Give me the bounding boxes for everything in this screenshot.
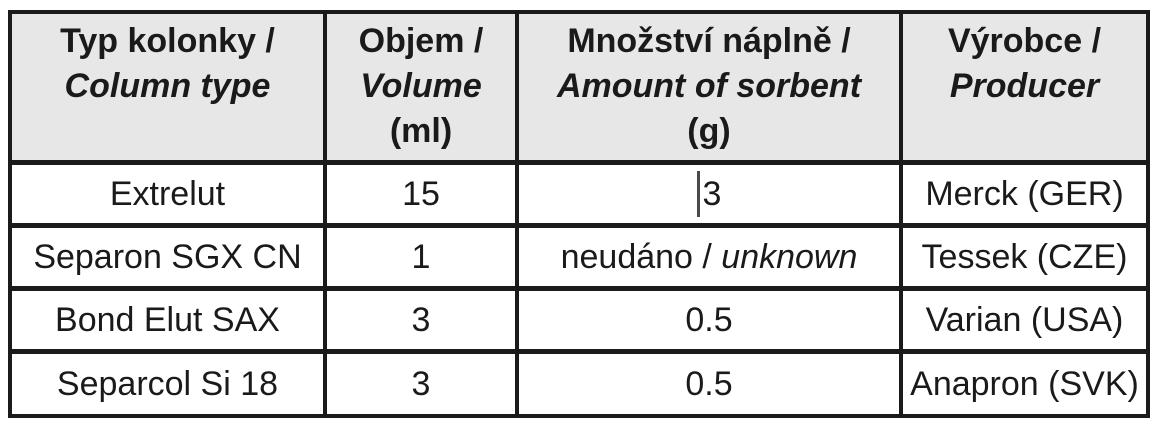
amount-value: 0.5 (685, 300, 733, 339)
header-english-label: Amount of sorbent (556, 67, 862, 105)
column-type-value: Separcol Si 18 (56, 364, 279, 403)
table-row: Separon SGX CN 1 neudáno / unknown Tesse… (12, 228, 1146, 291)
producer-value: Varian (USA) (925, 300, 1124, 339)
cell-producer: Tessek (CZE) (903, 228, 1146, 286)
volume-value: 3 (411, 300, 431, 339)
producer-value: Anapron (SVK) (910, 364, 1139, 403)
cell-amount: 0.5 (519, 354, 903, 414)
header-czech-label: Objem / (358, 22, 484, 60)
table-header-row: Typ kolonky / Column type Objem / Volume… (12, 14, 1146, 165)
cell-producer: Anapron (SVK) (903, 354, 1146, 414)
header-english-label: Column type (64, 67, 271, 105)
header-column-type: Typ kolonky / Column type (12, 14, 327, 160)
cell-producer: Merck (GER) (903, 165, 1146, 223)
header-czech-label: Výrobce / (947, 22, 1102, 60)
cell-amount: 3 (519, 165, 903, 223)
table-row: Separcol Si 18 3 0.5 Anapron (SVK) (12, 354, 1146, 414)
header-volume: Objem / Volume (ml) (327, 14, 519, 160)
header-czech-label: Typ kolonky / (60, 22, 275, 60)
cell-amount: neudáno / unknown (519, 228, 903, 286)
amount-value: 3 (702, 174, 722, 213)
column-type-value: Bond Elut SAX (55, 300, 280, 339)
header-english-label: Volume (360, 67, 482, 105)
header-amount-of-sorbent: Množství náplně / Amount of sorbent (g) (519, 14, 903, 160)
cell-volume: 3 (327, 354, 519, 414)
volume-value: 1 (411, 237, 431, 276)
spe-columns-table: Typ kolonky / Column type Objem / Volume… (8, 10, 1150, 418)
header-english-label: Producer (949, 67, 1100, 105)
cell-column-type: Separon SGX CN (12, 228, 327, 286)
cell-volume: 3 (327, 291, 519, 349)
producer-value: Merck (GER) (925, 174, 1124, 213)
cell-column-type: Extrelut (12, 165, 327, 223)
cell-amount: 0.5 (519, 291, 903, 349)
amount-value: neudáno / (560, 237, 722, 276)
cell-column-type: Separcol Si 18 (12, 354, 327, 414)
header-unit-label: (ml) (389, 112, 453, 150)
cell-column-type: Bond Elut SAX (12, 291, 327, 349)
header-producer: Výrobce / Producer (903, 14, 1146, 160)
header-czech-label: Množství náplně / (567, 22, 851, 60)
column-type-value: Separon SGX CN (33, 237, 302, 276)
cell-producer: Varian (USA) (903, 291, 1146, 349)
producer-value: Tessek (CZE) (921, 237, 1128, 276)
column-type-value: Extrelut (109, 174, 226, 213)
cell-volume: 1 (327, 228, 519, 286)
table-row: Extrelut 15 3 Merck (GER) (12, 165, 1146, 228)
table-row: Bond Elut SAX 3 0.5 Varian (USA) (12, 291, 1146, 354)
cell-volume: 15 (327, 165, 519, 223)
header-unit-label: (g) (687, 112, 731, 150)
volume-value: 15 (402, 174, 440, 213)
amount-value: 0.5 (685, 364, 733, 403)
amount-english-value: unknown (721, 237, 858, 276)
volume-value: 3 (411, 364, 431, 403)
text-cursor (696, 171, 700, 217)
